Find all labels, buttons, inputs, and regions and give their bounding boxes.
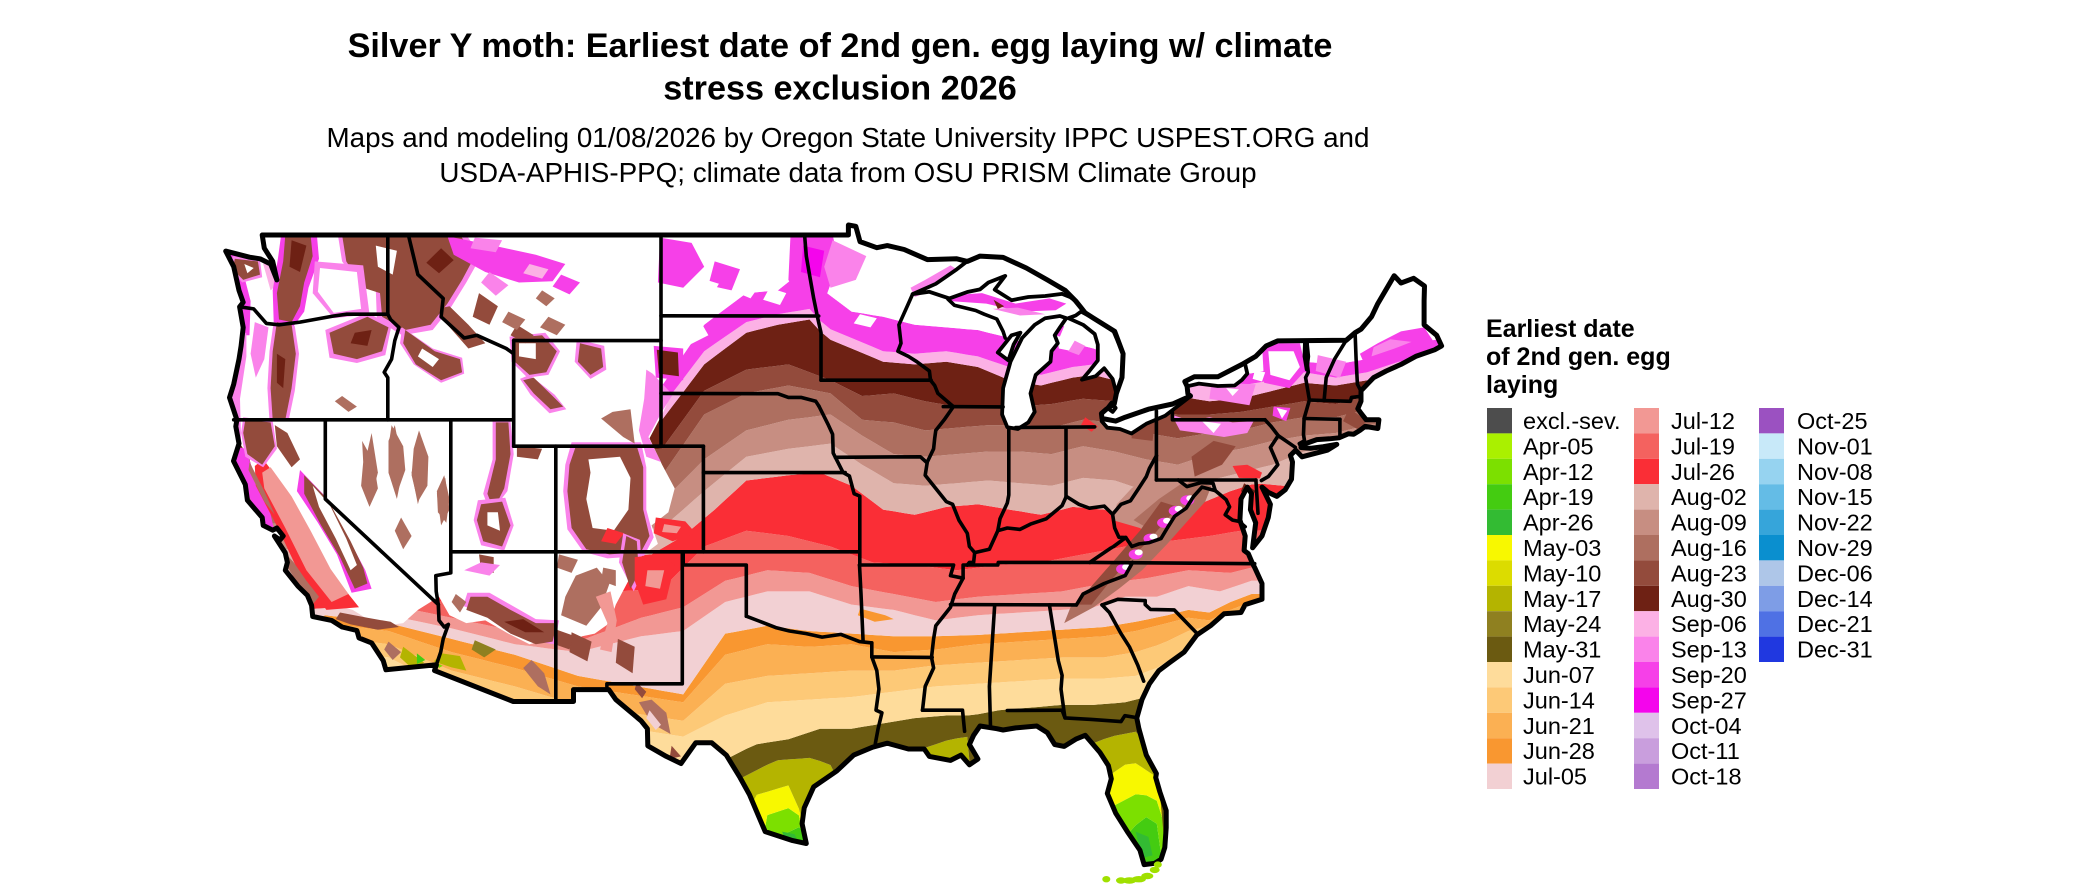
svg-text:Dec-14: Dec-14 [1797,586,1873,612]
svg-text:stress exclusion 2026: stress exclusion 2026 [663,70,1017,108]
svg-text:Aug-16: Aug-16 [1671,535,1747,561]
svg-text:Earliest date: Earliest date [1486,315,1635,343]
svg-text:Jul-19: Jul-19 [1671,433,1735,459]
svg-text:May-24: May-24 [1523,611,1601,637]
svg-text:Dec-31: Dec-31 [1797,637,1873,663]
svg-text:Jun-28: Jun-28 [1523,738,1595,764]
svg-text:May-31: May-31 [1523,637,1601,663]
svg-text:Aug-02: Aug-02 [1671,484,1747,510]
svg-text:Maps and modeling 01/08/2026 b: Maps and modeling 01/08/2026 by Oregon S… [327,122,1370,153]
svg-text:Nov-22: Nov-22 [1797,510,1873,536]
svg-text:Nov-01: Nov-01 [1797,433,1873,459]
svg-text:Apr-05: Apr-05 [1523,433,1594,459]
svg-text:Oct-11: Oct-11 [1671,738,1740,764]
svg-text:Dec-06: Dec-06 [1797,560,1873,586]
svg-text:Apr-12: Apr-12 [1523,459,1594,485]
svg-text:Jul-12: Jul-12 [1671,408,1735,434]
svg-text:laying: laying [1486,371,1558,399]
svg-text:Dec-21: Dec-21 [1797,611,1873,637]
svg-text:May-10: May-10 [1523,560,1601,586]
svg-text:Nov-29: Nov-29 [1797,535,1873,561]
svg-text:Sep-06: Sep-06 [1671,611,1747,637]
svg-text:Oct-04: Oct-04 [1671,713,1742,739]
svg-text:Sep-13: Sep-13 [1671,637,1747,663]
svg-text:May-17: May-17 [1523,586,1601,612]
svg-text:Aug-23: Aug-23 [1671,560,1747,586]
svg-text:Sep-20: Sep-20 [1671,662,1747,688]
svg-text:Sep-27: Sep-27 [1671,687,1747,713]
svg-text:Jun-21: Jun-21 [1523,713,1595,739]
svg-text:Jun-14: Jun-14 [1523,687,1595,713]
svg-text:Oct-25: Oct-25 [1797,408,1868,434]
svg-text:Apr-26: Apr-26 [1523,510,1594,536]
svg-text:Oct-18: Oct-18 [1671,764,1742,790]
svg-text:Jul-05: Jul-05 [1523,764,1587,790]
svg-text:Apr-19: Apr-19 [1523,484,1594,510]
svg-text:Jun-07: Jun-07 [1523,662,1595,688]
svg-text:excl.-sev.: excl.-sev. [1523,408,1621,434]
svg-text:Aug-09: Aug-09 [1671,510,1747,536]
svg-text:Jul-26: Jul-26 [1671,459,1735,485]
svg-text:Nov-08: Nov-08 [1797,459,1873,485]
svg-text:USDA-APHIS-PPQ; climate data f: USDA-APHIS-PPQ; climate data from OSU PR… [439,157,1256,188]
svg-text:May-03: May-03 [1523,535,1601,561]
svg-text:Aug-30: Aug-30 [1671,586,1747,612]
svg-text:of 2nd gen. egg: of 2nd gen. egg [1486,343,1671,371]
svg-text:Nov-15: Nov-15 [1797,484,1873,510]
svg-text:Silver Y moth: Earliest date o: Silver Y moth: Earliest date of 2nd gen.… [348,27,1333,65]
